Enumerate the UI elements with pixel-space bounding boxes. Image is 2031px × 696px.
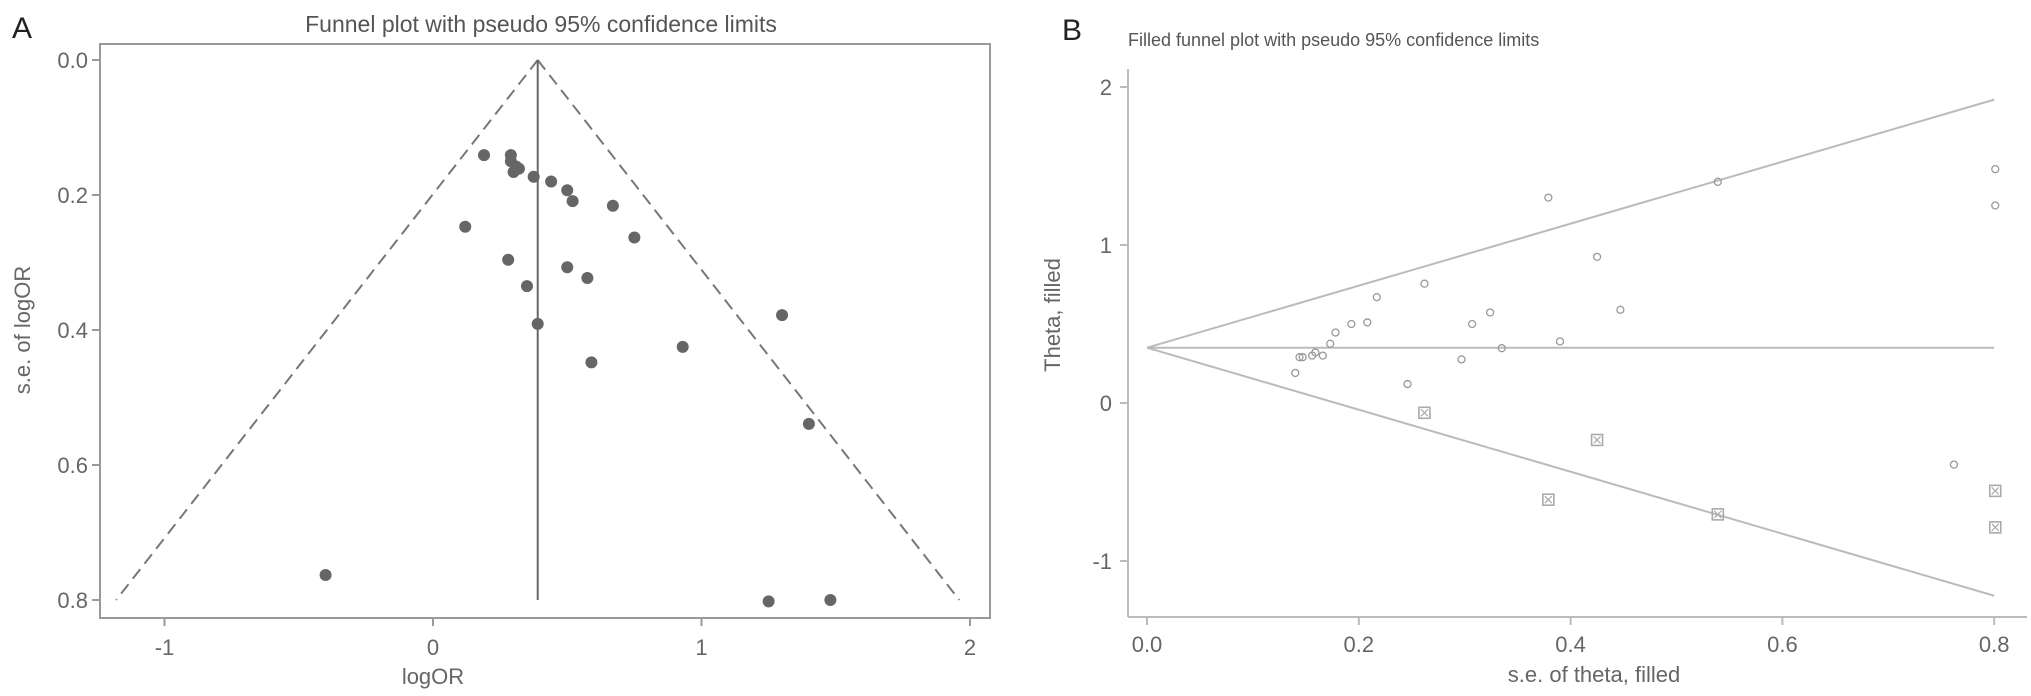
observed-study-point xyxy=(1457,355,1466,364)
y-tick-label: 1 xyxy=(1100,233,1112,258)
filled-funnel-plot: Filled funnel plot with pseudo 95% confi… xyxy=(1040,30,2027,687)
panel-label-b: B xyxy=(1062,14,1082,47)
square-marker xyxy=(1542,493,1555,506)
x-axis-label: s.e. of theta, filled xyxy=(1508,662,1680,687)
square-marker xyxy=(1711,508,1725,521)
x-tick-label: 1 xyxy=(695,635,707,660)
observed-study-point xyxy=(1949,460,1959,469)
observed-study-point xyxy=(1592,252,1602,262)
y-axis-label: s.e. of logOR xyxy=(10,266,35,394)
data-point xyxy=(502,253,515,266)
x-tick-label: -1 xyxy=(155,635,175,660)
observed-study-point xyxy=(1318,351,1327,360)
observed-study-point xyxy=(1372,292,1381,302)
observed-study-point xyxy=(1420,279,1429,288)
y-tick-label: 0.6 xyxy=(57,453,88,478)
imputed-study-point xyxy=(1711,508,1725,521)
observed-study-point xyxy=(1331,328,1340,337)
observed-study-point xyxy=(1291,368,1300,378)
data-point xyxy=(566,195,579,208)
upper-confidence-limit xyxy=(536,59,961,601)
y-tick-label: 0.2 xyxy=(57,183,88,208)
upper-confidence-limit xyxy=(1146,98,1995,349)
y-axis-label: Theta, filled xyxy=(1040,258,1065,372)
observed-study-point xyxy=(1713,177,1722,186)
data-point xyxy=(478,149,491,162)
data-point xyxy=(512,162,525,175)
y-tick-label: 2 xyxy=(1100,75,1112,100)
data-point xyxy=(776,309,789,322)
imputed-study-point xyxy=(1418,406,1431,420)
chart-title: Filled funnel plot with pseudo 95% confi… xyxy=(1128,30,1539,50)
data-point xyxy=(531,317,544,330)
imputed-study-point xyxy=(1542,493,1555,506)
data-point xyxy=(581,272,594,285)
y-tick-label: -1 xyxy=(1092,549,1112,574)
data-point xyxy=(459,220,472,233)
square-marker xyxy=(1418,406,1431,420)
data-point xyxy=(520,280,533,293)
observed-study-point xyxy=(1298,353,1307,362)
x-tick-label: 0.8 xyxy=(1979,632,2010,657)
x-tick-label: 0.2 xyxy=(1344,632,1375,657)
imputed-study-point xyxy=(1590,433,1604,447)
square-marker xyxy=(1988,484,2002,498)
observed-study-point xyxy=(1991,201,2000,210)
data-point xyxy=(606,199,619,212)
square-marker xyxy=(1988,521,2002,534)
data-point xyxy=(545,175,558,188)
observed-study-point xyxy=(1555,337,1565,346)
observed-study-point xyxy=(1311,348,1320,357)
square-marker xyxy=(1590,433,1604,447)
data-point xyxy=(585,356,598,369)
lower-confidence-limit xyxy=(115,59,539,601)
observed-study-point xyxy=(1363,318,1372,327)
x-tick-label: 0.0 xyxy=(1132,632,1163,657)
observed-study-point xyxy=(1497,344,1506,353)
observed-study-point xyxy=(1467,319,1477,329)
x-axis-label: logOR xyxy=(402,664,464,689)
data-point xyxy=(802,417,815,430)
chart-title: Funnel plot with pseudo 95% confidence l… xyxy=(305,11,777,37)
panel-label-a: A xyxy=(12,12,32,45)
y-tick-label: 0.4 xyxy=(57,318,88,343)
funnel-plot: Funnel plot with pseudo 95% confidence l… xyxy=(10,11,991,689)
cross-marker xyxy=(1593,436,1601,444)
y-tick-label: 0.8 xyxy=(57,588,88,613)
cross-marker xyxy=(1991,486,2000,495)
y-tick-label: 0 xyxy=(1100,391,1112,416)
x-tick-label: 0.4 xyxy=(1555,632,1586,657)
data-point xyxy=(762,595,775,608)
imputed-study-point xyxy=(1988,521,2002,534)
observed-study-point xyxy=(1616,305,1625,314)
lower-confidence-limit xyxy=(1146,346,1995,597)
data-point xyxy=(824,594,837,606)
observed-study-point xyxy=(1403,379,1412,389)
data-point xyxy=(628,231,641,244)
observed-study-point xyxy=(1295,353,1304,362)
x-tick-label: 2 xyxy=(964,635,976,660)
data-point xyxy=(676,340,689,353)
observed-study-point xyxy=(1485,308,1495,317)
cross-marker xyxy=(1713,510,1722,519)
cross-marker xyxy=(1544,495,1553,504)
data-point xyxy=(561,261,574,274)
observed-study-point xyxy=(1991,165,2000,174)
x-tick-label: 0 xyxy=(427,635,439,660)
x-tick-label: 0.6 xyxy=(1767,632,1798,657)
cross-marker xyxy=(1991,523,2000,532)
observed-study-point xyxy=(1347,319,1356,329)
data-point xyxy=(561,184,574,197)
imputed-study-point xyxy=(1988,484,2002,498)
data-point xyxy=(319,569,332,582)
data-point xyxy=(527,170,540,183)
plot-frame xyxy=(99,43,991,619)
observed-study-point xyxy=(1326,339,1335,348)
observed-study-point xyxy=(1544,193,1553,202)
cross-marker xyxy=(1420,408,1429,417)
y-tick-label: 0.0 xyxy=(57,48,88,73)
